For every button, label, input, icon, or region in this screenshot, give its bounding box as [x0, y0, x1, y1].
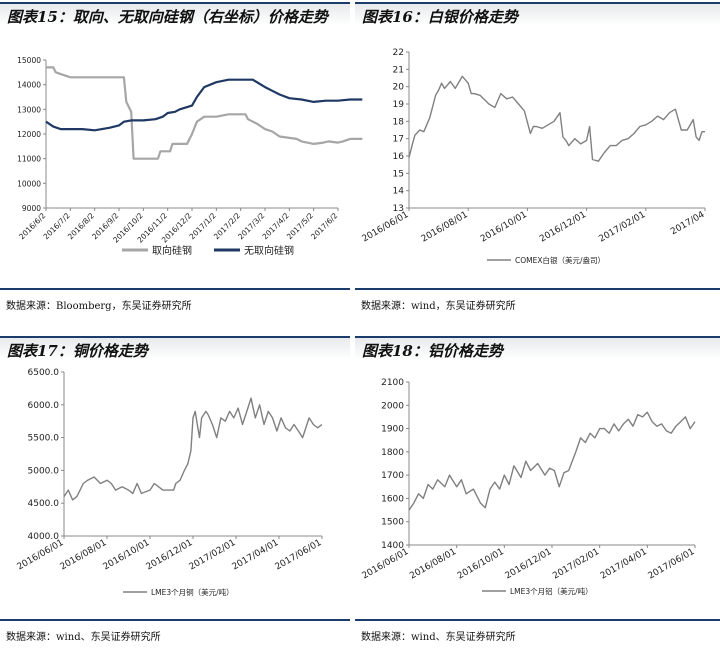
x-tick-label: 2017/06/01	[647, 547, 697, 582]
chart-18-source: 数据来源：wind、东吴证券研究所	[361, 632, 516, 643]
chart-15-title: 图表15：取向、无取向硅钢（右坐标）价格走势	[7, 8, 328, 26]
series-line-LME3个月铜（美元/吨）	[63, 397, 323, 501]
y-tick-label: 4500.0	[28, 499, 60, 509]
chart-16-title: 图表16：白银价格走势	[362, 8, 518, 26]
chart-15-source: 数据来源：Bloomberg，东吴证券研究所	[6, 301, 192, 312]
chart-16-silver: 13 14 15 16 17 18 19 20 21 22 2016/06/01 2016/08/01…	[361, 48, 707, 265]
x-tick-label: 2016/10/01	[479, 210, 529, 245]
y-tick-label: 6000.0	[28, 401, 60, 411]
legend-label: LME3个月铝（美元/吨）	[510, 586, 593, 596]
x-tick-label: 2017/06/01	[274, 538, 324, 573]
y-tick-label: 13000	[17, 105, 41, 114]
x-tick-label: 2016/12/01	[504, 547, 554, 582]
x-tick-label: 2017/04/01	[231, 538, 281, 573]
x-tick-label: 2017/02/01	[188, 538, 238, 573]
chart-17-copper: 4000.0 4500.0 5000.0 5500.0 6000.0 6500.0 2016…	[16, 368, 324, 597]
chart-18-title-bar: 图表18：铝价格走势	[355, 336, 720, 360]
chart-15-silicon-steel: 90001000011000120001300014000150002016/6…	[17, 56, 363, 257]
chart-17-title-bar: 图表17：铜价格走势	[0, 336, 350, 360]
y-tick-label: 4000.0	[28, 532, 60, 542]
x-tick-label: 2016/10/01	[456, 547, 506, 582]
series-line-无取向硅钢	[45, 78, 363, 132]
x-tick-label: 2016/08/01	[420, 210, 470, 245]
y-tick-label: 21	[393, 65, 404, 75]
y-tick-label: 15	[393, 169, 404, 179]
y-tick-label: 11000	[17, 155, 41, 164]
chart-17-source: 数据来源：wind、东吴证券研究所	[6, 632, 161, 643]
legend-label: COMEX白银（美元/盎司）	[515, 255, 605, 265]
y-tick-label: 1600	[381, 494, 404, 504]
legend-label: 无取向硅钢	[244, 244, 294, 257]
y-tick-label: 1800	[381, 448, 404, 458]
y-tick-label: 22	[393, 48, 404, 58]
chart-18-title: 图表18：铝价格走势	[362, 342, 503, 360]
series-line-LME3个月铝（美元/吨）	[408, 411, 696, 511]
legend-label: 取向硅钢	[152, 244, 192, 257]
chart-18-source-rule	[355, 619, 720, 621]
y-tick-label: 2100	[381, 378, 404, 388]
y-tick-label: 10000	[17, 179, 41, 188]
x-tick-label: 2017/6/2	[309, 211, 339, 241]
panel-chart-17: 图表17：铜价格走势 4000.0 4500.0 5000.0 5500.0 6000.…	[0, 336, 350, 653]
chart-17-source-rule	[0, 619, 350, 621]
y-tick-label: 5000.0	[28, 466, 60, 476]
x-tick-label: 2017/04	[669, 210, 707, 237]
chart-16-source-rule	[355, 288, 720, 290]
y-tick-label: 1400	[381, 541, 404, 551]
chart-16-source: 数据来源：wind，东吴证券研究所	[361, 301, 516, 312]
x-tick-label: 2017/04/01	[599, 547, 649, 582]
y-tick-label: 15000	[17, 56, 41, 65]
chart-17-title: 图表17：铜价格走势	[7, 342, 148, 360]
y-tick-label: 2000	[381, 401, 404, 411]
chart-16-title-bar: 图表16：白银价格走势	[355, 2, 720, 26]
y-tick-label: 1700	[381, 471, 404, 481]
y-tick-label: 14000	[17, 81, 41, 90]
y-tick-label: 9000	[22, 204, 41, 213]
y-tick-label: 17	[393, 135, 404, 145]
series-line-COMEX白银（美元/盎司）	[408, 75, 705, 162]
chart-15-source-rule	[0, 288, 350, 290]
x-tick-label: 2016/06/01	[361, 210, 411, 245]
y-tick-label: 19	[393, 100, 405, 110]
panel-chart-18: 图表18：铝价格走势 1400 1500 1600 1700 1800 1900 2000 2…	[355, 336, 720, 653]
y-tick-label: 14	[393, 187, 405, 197]
x-tick-label: 2017/02/01	[551, 547, 601, 582]
x-tick-label: 2016/06/01	[361, 547, 411, 582]
x-tick-label: 2016/08/01	[408, 547, 458, 582]
panel-chart-15: 图表15：取向、无取向硅钢（右坐标）价格走势 9000 10000 11000 120…	[0, 0, 363, 320]
legend-label: LME3个月铜（美元/吨）	[151, 587, 234, 597]
x-tick-label: 2016/12/01	[145, 538, 195, 573]
x-tick-label: 2017/02/01	[597, 210, 647, 245]
panel-chart-16: 图表16：白银价格走势 13 14 15 16 17 18 19 20 21 22 2016/06/…	[355, 0, 720, 320]
x-tick-label: 2016/06/01	[16, 538, 66, 573]
x-tick-label: 2016/08/01	[59, 538, 109, 573]
y-tick-label: 5500.0	[28, 434, 60, 444]
y-tick-label: 12000	[17, 130, 41, 139]
chart-15-title-bar: 图表15：取向、无取向硅钢（右坐标）价格走势	[0, 2, 350, 26]
y-tick-label: 20	[393, 83, 405, 93]
y-tick-label: 16	[393, 152, 405, 162]
series-line-取向硅钢	[46, 66, 363, 160]
x-tick-label: 2016/12/01	[538, 210, 588, 245]
y-tick-label: 6500.0	[28, 368, 60, 378]
y-tick-label: 1500	[381, 518, 404, 528]
y-tick-label: 1900	[381, 425, 404, 435]
chart-18-aluminum: 1400 1500 1600 1700 1800 1900 2000 2100 2016/06/…	[361, 378, 697, 596]
x-tick-label: 2016/10/01	[102, 538, 152, 573]
y-tick-label: 13	[393, 204, 404, 214]
y-tick-label: 18	[393, 117, 405, 127]
